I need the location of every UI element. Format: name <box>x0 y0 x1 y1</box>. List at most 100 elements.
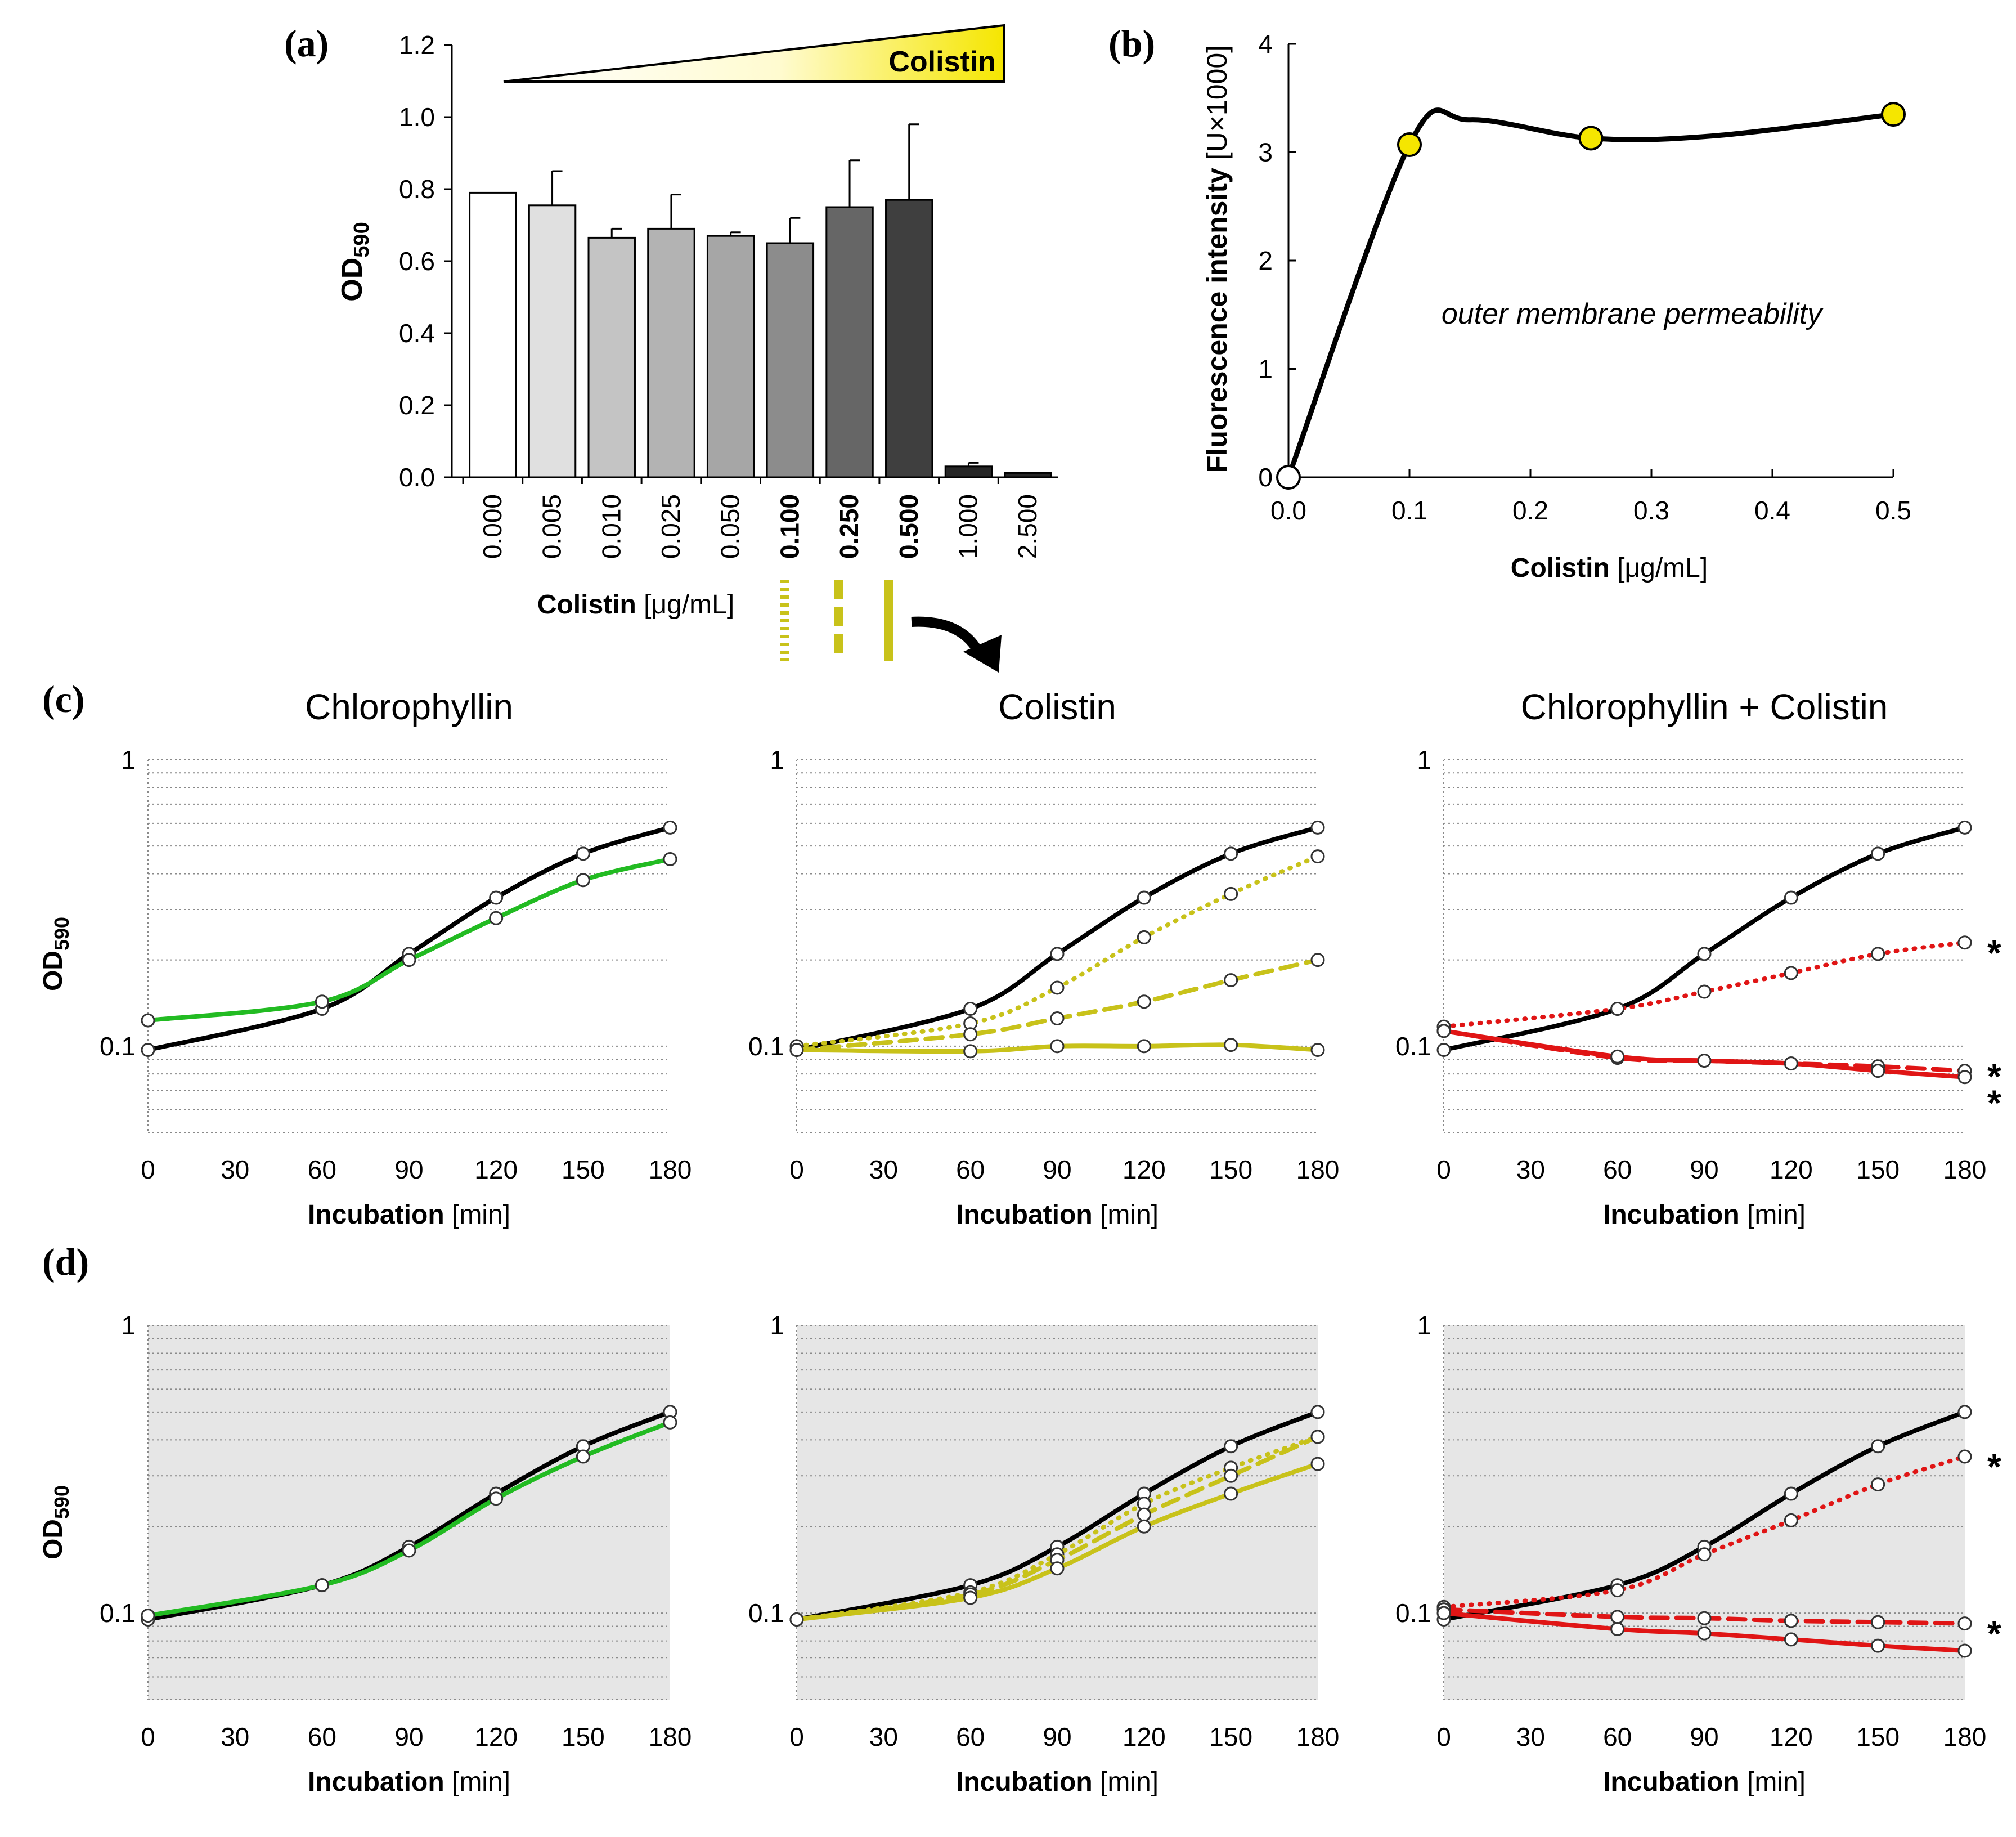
panel-d-chart-2-xlabel: Incubation [min] <box>956 1767 1159 1797</box>
panel-b-xtick-label: 0.3 <box>1633 496 1669 525</box>
panel-b-xtick-label: 0.0 <box>1270 496 1306 525</box>
panel-d-chart-2-ytick-label: 0.1 <box>748 1598 784 1628</box>
panel-c-chart-1-series-point <box>576 846 590 861</box>
panel-b-line <box>1286 107 1896 480</box>
panel-c-chart-1-ytick-label: 0.1 <box>100 1032 136 1061</box>
panel-c-chart-3-xtick-label: 180 <box>1943 1155 1987 1184</box>
panel-c-chart-1-series-point <box>141 1043 155 1058</box>
panel-c-chart-3-xtick-label: 0 <box>1436 1155 1451 1184</box>
panel-d-chart-2-series-point <box>789 1612 804 1627</box>
panel-a-ytick-label: 0.0 <box>399 463 435 492</box>
panel-c-chart-3-series-point <box>1697 984 1712 999</box>
panel-d-chart-3-xtick-label: 60 <box>1603 1722 1632 1751</box>
panel-b-ytick-label: 2 <box>1258 246 1273 275</box>
panel-d-chart-1-xlabel: Incubation [min] <box>308 1767 510 1797</box>
panel-b-xtick-label: 0.4 <box>1754 496 1790 525</box>
panel-d-chart-2-plot-background <box>797 1325 1318 1700</box>
panel-c-chart-1-xtick-label: 30 <box>221 1155 249 1184</box>
panel-c-charts: 1 0.1 0 30 60 90 120 150 180 Incubation [min] Chlo… <box>100 687 2001 1230</box>
panel-c-chart-2-xlabel-unit: [min] <box>1093 1200 1159 1230</box>
panel-a-ytick-label: 0.8 <box>399 174 435 204</box>
panel-a-chart: 0.0 0.2 0.4 0.6 0.8 1.0 1.2 0.000 0.005 0.010 0.02… <box>399 30 1058 559</box>
panel-c-chart-2-xtick-label: 180 <box>1296 1155 1340 1184</box>
panel-c-chart-3-xtick-label: 30 <box>1516 1155 1545 1184</box>
panel-c-chart-2-series-point <box>963 1044 978 1059</box>
panel-d-chart-2-xtick-label: 150 <box>1209 1722 1252 1751</box>
panel-c-chart-2-series-point <box>963 1002 978 1016</box>
panel-d-chart-2-xlabel-main: Incubation <box>956 1767 1093 1797</box>
panel-c-chart-3-xtick-label: 90 <box>1690 1155 1718 1184</box>
panel-a-bar <box>587 236 636 478</box>
panel-b-point <box>1578 126 1604 151</box>
panel-d-chart-3-series-point <box>1697 1626 1712 1641</box>
panel-c-chart-2-xtick-label: 120 <box>1123 1155 1166 1184</box>
panel-c-chart-3-series-point <box>1784 1056 1798 1071</box>
panel-d-chart-1-ytick-label: 0.1 <box>100 1598 136 1628</box>
panel-c-chart-1-series-point <box>489 911 504 925</box>
panel-c-chart-3-xlabel: Incubation [min] <box>1603 1200 1806 1230</box>
panel-a-bar <box>647 227 695 478</box>
panel-a-xtick-label: 0.010 <box>596 494 626 559</box>
panel-c-chart-3-title: Chlorophyllin + Colistin <box>1521 687 1888 727</box>
panel-c-chart-3-series-point <box>1957 935 1972 950</box>
panel-c-chart-3-series-point <box>1697 947 1712 961</box>
panel-d-chart-2-series-point <box>1310 1457 1325 1471</box>
panel-c-chart-2-series-point <box>1137 890 1151 905</box>
panel-a-xtick-label: 2.500 <box>1013 494 1042 559</box>
panel-c-chart-2-series-point <box>963 1027 978 1042</box>
panel-d-chart-1-xtick-label: 180 <box>649 1722 692 1751</box>
panel-d-chart-1-xtick-label: 90 <box>394 1722 423 1751</box>
panel-d-chart-3-series-point <box>1871 1477 1885 1492</box>
panel-c-chart-1-xlabel-main: Incubation <box>308 1200 444 1230</box>
panel-c-chart-2-series-point <box>1310 820 1325 835</box>
panel-a-xtick-label: 0.500 <box>894 494 923 559</box>
panel-d-chart-1-xlabel-main: Incubation <box>308 1767 444 1797</box>
panel-b-xtick-label: 0.2 <box>1512 496 1548 525</box>
panel-d-chart-3-series-point <box>1784 1614 1798 1628</box>
panel-d-chart-3-series-point <box>1871 1615 1885 1629</box>
panel-d-chart-3-series-point <box>1784 1486 1798 1501</box>
panel-c-chart-1-series-point <box>141 1013 155 1028</box>
panel-c-chart-3-series-point <box>1957 820 1972 835</box>
panel-c-chart-2-series-point <box>1310 1043 1325 1058</box>
panel-c-chart-2-series-point <box>1050 1039 1065 1054</box>
panel-d-chart-2-series-point <box>1310 1405 1325 1419</box>
panel-d-chart-2-series-line <box>794 1434 1320 1622</box>
panel-d-chart-2-series-point <box>1224 1468 1238 1483</box>
panel-c-chart-1-series-line <box>146 825 672 1052</box>
panel-c-chart-2-series-point <box>1050 947 1065 961</box>
panel-c-chart-2-title: Colistin <box>998 687 1116 727</box>
panel-a-xlabel: Colistin [μg/mL] <box>537 590 734 620</box>
panel-c-chart-3-asterisk: * <box>1987 1056 2001 1097</box>
panel-d-chart-3-series-point <box>1697 1611 1712 1625</box>
panel-b-ytick-label: 4 <box>1258 29 1273 59</box>
panel-c-chart-2-series-point <box>1310 953 1325 967</box>
panel-b-xtick-label: 0.1 <box>1391 496 1427 525</box>
panel-c-chart-3-series-point <box>1871 1064 1885 1078</box>
panel-d-chart-3-series-point <box>1957 1405 1972 1419</box>
panel-d-chart-1-xtick-label: 120 <box>474 1722 518 1751</box>
panel-a-bar <box>528 204 577 478</box>
panel-c-chart-2-ytick-label: 0.1 <box>748 1032 784 1061</box>
panel-d-chart-2-series-point <box>1224 1486 1238 1501</box>
panel-d-chart-2-series-point <box>963 1590 978 1605</box>
panel-d-chart-3-series-point <box>1957 1616 1972 1631</box>
panel-d-chart-2-series-point <box>1137 1519 1151 1534</box>
panel-c-chart-2-xlabel: Incubation [min] <box>956 1200 1159 1230</box>
panel-d-chart-3-xtick-label: 30 <box>1516 1722 1545 1751</box>
panel-d-chart-3-xtick-label: 90 <box>1690 1722 1718 1751</box>
panel-a-ytick-label: 1.0 <box>399 102 435 132</box>
panel-d-chart-3-series-point <box>1871 1439 1885 1454</box>
panel-d-chart-1-series-point <box>141 1609 155 1623</box>
panel-c-chart-2-series-point <box>1224 1038 1238 1052</box>
panel-a-bar <box>766 242 815 478</box>
panel-a-bar <box>706 235 755 478</box>
panel-c-ylabel: OD590 <box>38 917 73 991</box>
panel-c-chart-1-xtick-label: 0 <box>141 1155 155 1184</box>
panel-c-chart-2-ytick-label: 1 <box>770 745 784 774</box>
panel-a-ylabel: OD590 <box>336 222 374 301</box>
panel-c-chart-2-series-point <box>1224 973 1238 988</box>
panel-c-chart-2-series-point <box>1137 1039 1151 1054</box>
panel-c-chart-2-xtick-label: 0 <box>789 1155 804 1184</box>
panel-c-chart-1-ytick-label: 1 <box>121 745 136 774</box>
